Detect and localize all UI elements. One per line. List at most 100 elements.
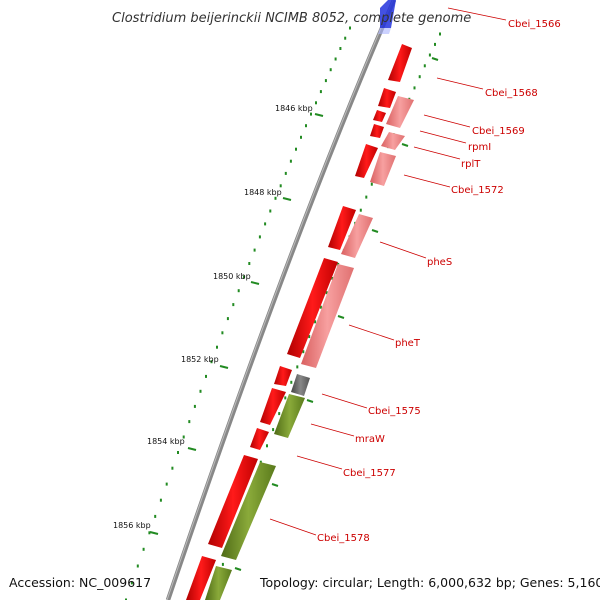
track-dot [295,147,297,151]
genome-backbone-highlight [166,0,394,600]
track-dot [274,196,277,200]
track-dot [125,598,127,600]
gene-pink-1 [386,96,414,128]
track-dot [339,47,342,50]
track-dot [305,124,307,128]
gene-label-cbei-1577: Cbei_1577 [343,468,396,479]
track-dot [308,335,311,339]
track-dot [182,435,185,439]
gene-phes [287,258,338,358]
gene-label-phet: pheT [395,338,421,349]
track-dot [253,248,256,252]
scale-label-1846: 1846 kbp [275,104,313,113]
forward-genes [186,44,412,600]
track-dot [300,135,302,139]
gene-cbei-1578 [208,455,258,548]
gene-label-mraw: mraW [355,434,385,445]
gene-cbei-1567 [388,44,412,82]
track-dot [258,235,261,239]
scale-label-1850: 1850 kbp [213,272,251,281]
track-dot [325,291,328,295]
track-dot [142,547,145,551]
gene-label-phes: pheS [427,257,452,268]
track-dot [418,75,421,79]
inner-ticks [234,57,439,571]
track-dot [210,360,213,364]
scale-ticks [149,113,324,535]
track-dot [439,32,441,36]
gene-cbei-1569a [373,110,386,122]
track-dot [216,345,218,349]
gene-mraw [260,388,286,425]
track-dot [243,275,245,279]
track-dot [199,389,202,393]
gene-rplt [355,144,378,178]
gene-olive-3 [205,566,232,600]
track-dot [423,64,426,68]
outer-dotted-track [125,26,351,600]
track-dot [269,209,272,213]
track-dot [319,90,322,94]
gene-cbei-1575 [274,366,292,386]
track-dot [237,289,240,293]
scale-label-1848: 1848 kbp [244,188,282,197]
track-dot [221,331,224,335]
genome-title: Clostridium beijerinckii NCIMB 8052, com… [112,11,471,26]
gene-cbei-1579 [186,556,216,600]
track-dot [324,79,327,83]
track-dot [205,374,207,378]
track-dot [130,581,133,585]
gene-label-cbei-1569: Cbei_1569 [472,126,525,137]
track-dot [349,26,351,30]
track-dot [365,195,368,199]
track-dot [266,444,268,448]
track-dot [296,365,299,369]
gene-cbei-1573 [328,206,356,250]
track-dot [188,420,191,424]
track-dot [165,482,168,486]
scale-label-1852: 1852 kbp [181,355,219,364]
track-dot [136,564,139,568]
track-dot [226,317,229,321]
gene-gray [291,374,310,396]
gene-olive-2 [221,462,276,560]
scale-label-1856: 1856 kbp [113,521,151,530]
track-dot [154,514,157,518]
track-dot [331,277,334,280]
gene-label-cbei-1575: Cbei_1575 [368,406,421,417]
gene-label-cbei-1568: Cbei_1568 [485,88,538,99]
track-dot [359,208,362,212]
track-dot [434,42,436,46]
track-dot [315,101,317,105]
gene-cbei-1568 [378,88,396,108]
reverse-genes [205,96,414,600]
gene-pink-4 [341,214,373,258]
track-dot [428,53,431,57]
accession-text: Accession: NC_009617 [9,575,151,590]
track-dot [413,86,416,90]
track-dot [272,428,275,432]
scale-labels: 1846 kbp 1848 kbp 1850 kbp 1852 kbp 1854… [113,104,313,530]
gene-rpmi [370,124,384,138]
gene-label-rpmi: rpmI [468,142,491,153]
track-dot [279,184,282,188]
gene-olive-1 [274,394,305,438]
track-dot [177,451,179,454]
track-dot [221,562,224,566]
track-dot [344,36,347,40]
track-dot [334,57,337,61]
track-dot [193,404,196,408]
track-dot [159,498,162,502]
track-dot [289,159,292,163]
gene-label-cbei-1572: Cbei_1572 [451,185,504,196]
gene-pink-5 [301,264,354,368]
track-dot [310,112,312,116]
gene-labels: Cbei_1566 Cbei_1568 Cbei_1569 rpmI rplT … [317,19,561,544]
blue-feature-shade [378,28,391,34]
track-dot [329,68,332,72]
track-dot [148,531,151,535]
gene-label-cbei-1578: Cbei_1578 [317,533,370,544]
gene-cbei-1577 [250,428,269,450]
track-dot [284,396,287,400]
